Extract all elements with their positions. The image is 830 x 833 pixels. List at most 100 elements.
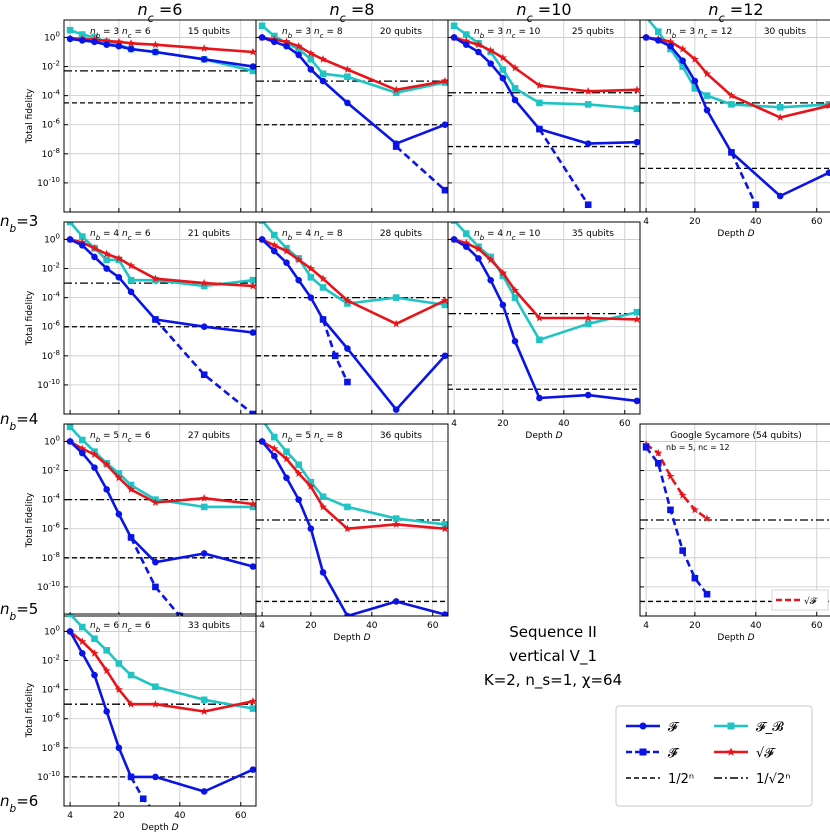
x-tick-label: 20	[305, 621, 317, 631]
series-line-F	[69, 440, 254, 568]
data-point-sqrtF	[114, 685, 123, 693]
data-point-F	[152, 773, 159, 781]
data-point-sqrtF	[90, 244, 99, 252]
panel-frame	[255, 423, 449, 617]
data-point-F	[319, 569, 327, 576]
data-point-FB	[825, 101, 830, 108]
data-point-sqrtF	[249, 499, 256, 508]
data-point-F	[536, 394, 543, 402]
data-point-F	[392, 140, 400, 147]
data-point-sqrtF	[584, 313, 593, 322]
data-point-F	[691, 77, 699, 85]
data-point-Ftilde	[654, 459, 662, 467]
data-point-sqrtF	[282, 37, 291, 46]
data-point-sqrtF	[535, 81, 544, 89]
panel-frame	[447, 221, 641, 415]
y-tick-label: 10-6	[42, 522, 61, 535]
data-point-FB	[200, 696, 208, 704]
x-tick-label: 4	[643, 621, 649, 631]
data-point-sqrtF	[392, 520, 401, 528]
data-point-F	[441, 121, 448, 129]
x-tick-label: 40	[366, 621, 378, 631]
data-point-F	[103, 41, 110, 49]
data-point-F	[115, 510, 123, 518]
data-point-sqrtF_dashed	[654, 448, 663, 457]
data-point-F	[78, 449, 86, 457]
data-point-F	[78, 649, 86, 657]
data-point-sqrtF	[78, 444, 87, 453]
panel-qubits: 21 qubits	[188, 229, 230, 239]
y-tick-label: 10-2	[42, 60, 60, 73]
data-point-F	[392, 598, 400, 605]
data-point-FB	[441, 521, 448, 528]
annotation-line-1: Sequence II	[509, 623, 597, 641]
data-point-sqrtF	[441, 524, 448, 533]
panel-title: nb = 5 nc = 6	[90, 431, 151, 444]
data-point-sqrtF	[306, 264, 315, 272]
data-point-F	[344, 99, 351, 107]
x-tick-label: 40	[750, 217, 762, 227]
data-point-FB	[103, 256, 110, 264]
data-point-FB	[249, 503, 256, 511]
data-point-FB	[776, 103, 784, 111]
data-point-F	[441, 611, 448, 616]
data-point-F	[115, 744, 123, 752]
x-tick-label: 20	[689, 217, 701, 227]
data-point-FB	[200, 282, 208, 290]
data-point-sqrtF	[249, 47, 256, 56]
panel-qubits: 33 qubits	[188, 621, 230, 631]
data-point-F	[307, 66, 315, 73]
data-point-sqrtF	[462, 36, 471, 45]
data-point-FB	[200, 503, 208, 511]
sequence-annotation: Sequence II vertical V_1 K=2, n_s=1, χ=6…	[468, 620, 638, 692]
data-point-sqrtF	[511, 63, 519, 72]
data-point-sqrtF	[474, 40, 483, 49]
data-point-F	[91, 671, 98, 679]
data-point-FB	[307, 55, 315, 63]
data-point-FB	[319, 493, 327, 501]
data-point-F	[258, 34, 266, 41]
x-tick-label: 4	[643, 217, 649, 227]
data-point-F	[200, 323, 208, 331]
data-point-FB	[249, 705, 256, 712]
data-point-F	[152, 48, 159, 56]
data-point-F	[295, 496, 302, 503]
series-line-sqrtF	[453, 238, 638, 321]
data-point-sqrtF	[727, 91, 736, 99]
data-point-F	[344, 612, 351, 616]
data-point-FB	[115, 470, 123, 477]
data-point-Ftilde	[752, 201, 760, 209]
panel-sycamore: 4 20 40 60 Depth D Google Sycamore (54 qubits…	[639, 423, 830, 643]
x-tick-label: 40	[558, 419, 570, 429]
data-point-sqrtF	[474, 244, 483, 253]
data-point-FB	[66, 424, 74, 431]
data-point-sqrtF	[343, 65, 352, 73]
panel-nb4-nc10: 4 20 40 60 Depth D nb = 4 nc = 10 35 qubits	[447, 221, 641, 441]
data-point-sqrtF	[441, 76, 448, 85]
data-point-FB	[66, 26, 74, 34]
series-line-Ftilde	[395, 145, 446, 192]
data-point-sqrtF	[486, 255, 495, 264]
panel-title: nb = 3 nc = 6	[90, 27, 151, 40]
data-point-sqrtF	[825, 101, 830, 110]
data-point-F	[654, 37, 662, 44]
data-point-Ftilde	[152, 810, 159, 817]
data-point-F	[295, 276, 302, 284]
data-point-F	[511, 337, 519, 345]
data-point-F	[667, 42, 674, 50]
panel-title: nb = 3 nc = 8	[282, 27, 343, 40]
y-tick-label: 10-8	[42, 349, 60, 362]
panel-qubits: 20 qubits	[380, 27, 422, 37]
data-point-Ftilde	[441, 186, 448, 194]
panel-qubits: 25 qubits	[572, 27, 614, 37]
data-point-F	[584, 391, 592, 399]
data-point-F	[633, 397, 640, 405]
x-tick-label: 60	[811, 217, 823, 227]
series-line-Ftilde	[154, 318, 254, 414]
data-point-Ftilde	[703, 590, 711, 598]
data-point-sqrtF	[392, 319, 401, 328]
legend-marker-Ftilde	[639, 748, 647, 756]
main-legend: 𝓕 𝓕̃ 1/2ⁿ 𝓕_𝓑 √𝓕 1/√2ⁿ	[615, 705, 813, 807]
column-header: nc =12	[708, 0, 763, 25]
data-point-FB	[66, 222, 74, 226]
